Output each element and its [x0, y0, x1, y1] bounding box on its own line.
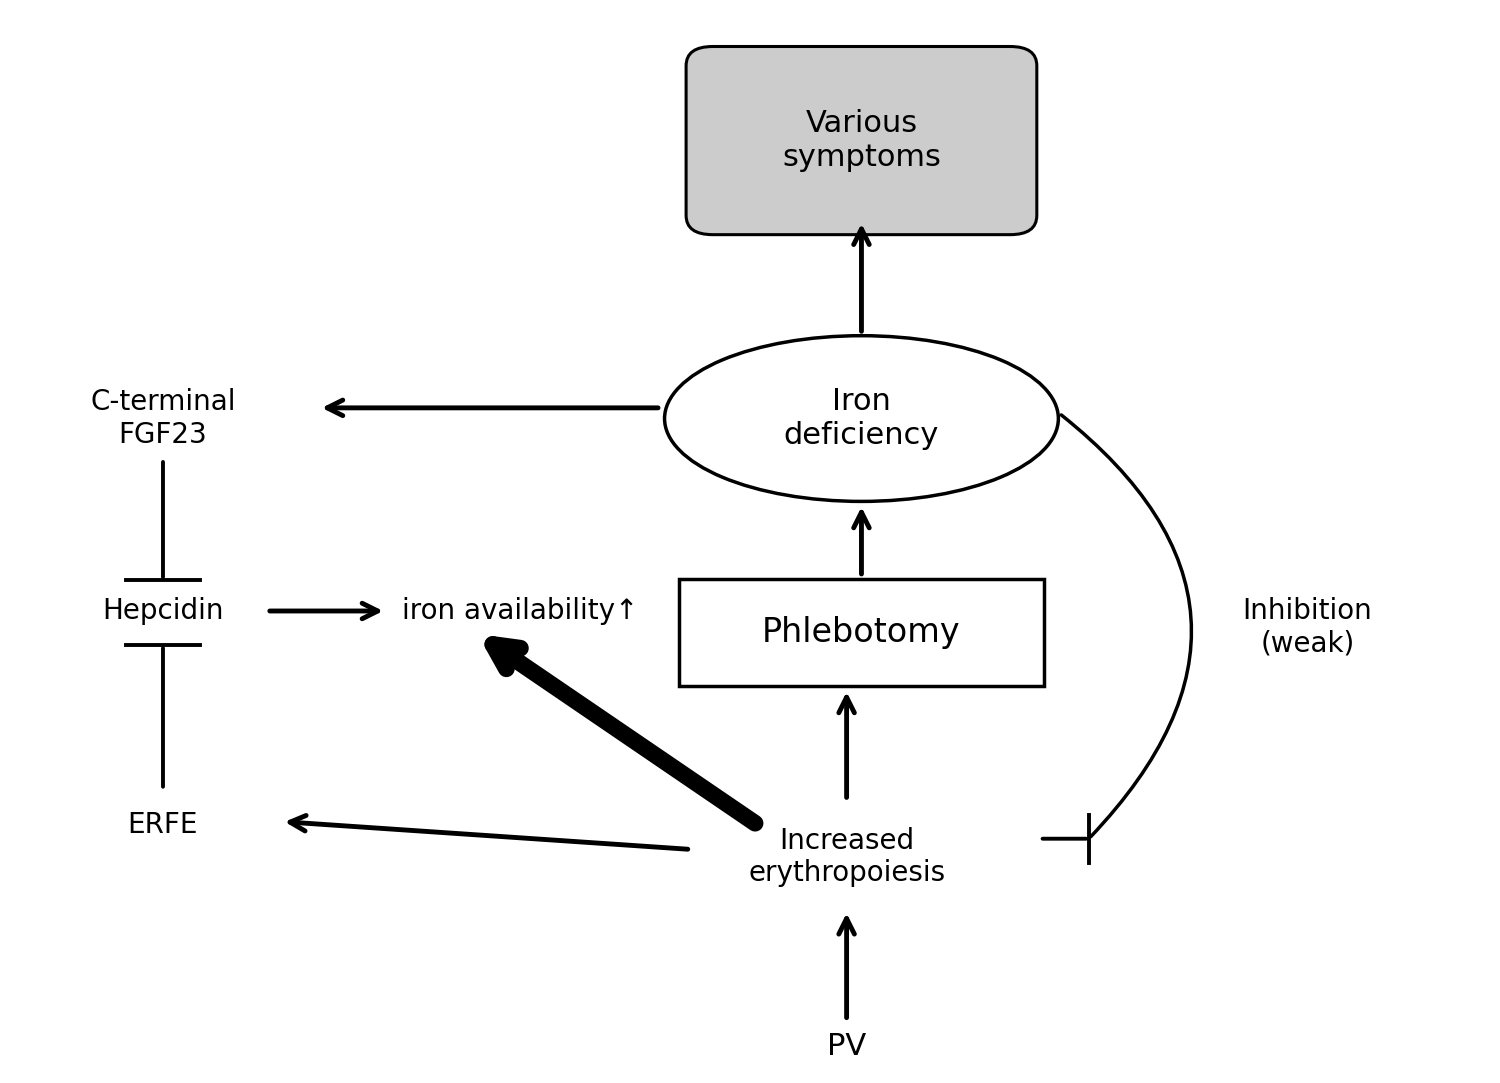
Text: Various
symptoms: Various symptoms: [782, 109, 940, 172]
Text: C-terminal
FGF23: C-terminal FGF23: [90, 389, 236, 448]
Text: ERFE: ERFE: [128, 811, 198, 839]
Text: PV: PV: [827, 1032, 866, 1060]
Ellipse shape: [664, 336, 1059, 501]
Text: Inhibition
(weak): Inhibition (weak): [1242, 597, 1372, 657]
FancyBboxPatch shape: [680, 579, 1044, 686]
Text: Iron
deficiency: Iron deficiency: [784, 388, 939, 449]
Text: Increased
erythropoiesis: Increased erythropoiesis: [748, 826, 945, 887]
Text: Hepcidin: Hepcidin: [102, 597, 224, 625]
Text: Phlebotomy: Phlebotomy: [762, 616, 962, 649]
Text: iron availability↑: iron availability↑: [402, 597, 638, 625]
FancyBboxPatch shape: [686, 47, 1036, 235]
